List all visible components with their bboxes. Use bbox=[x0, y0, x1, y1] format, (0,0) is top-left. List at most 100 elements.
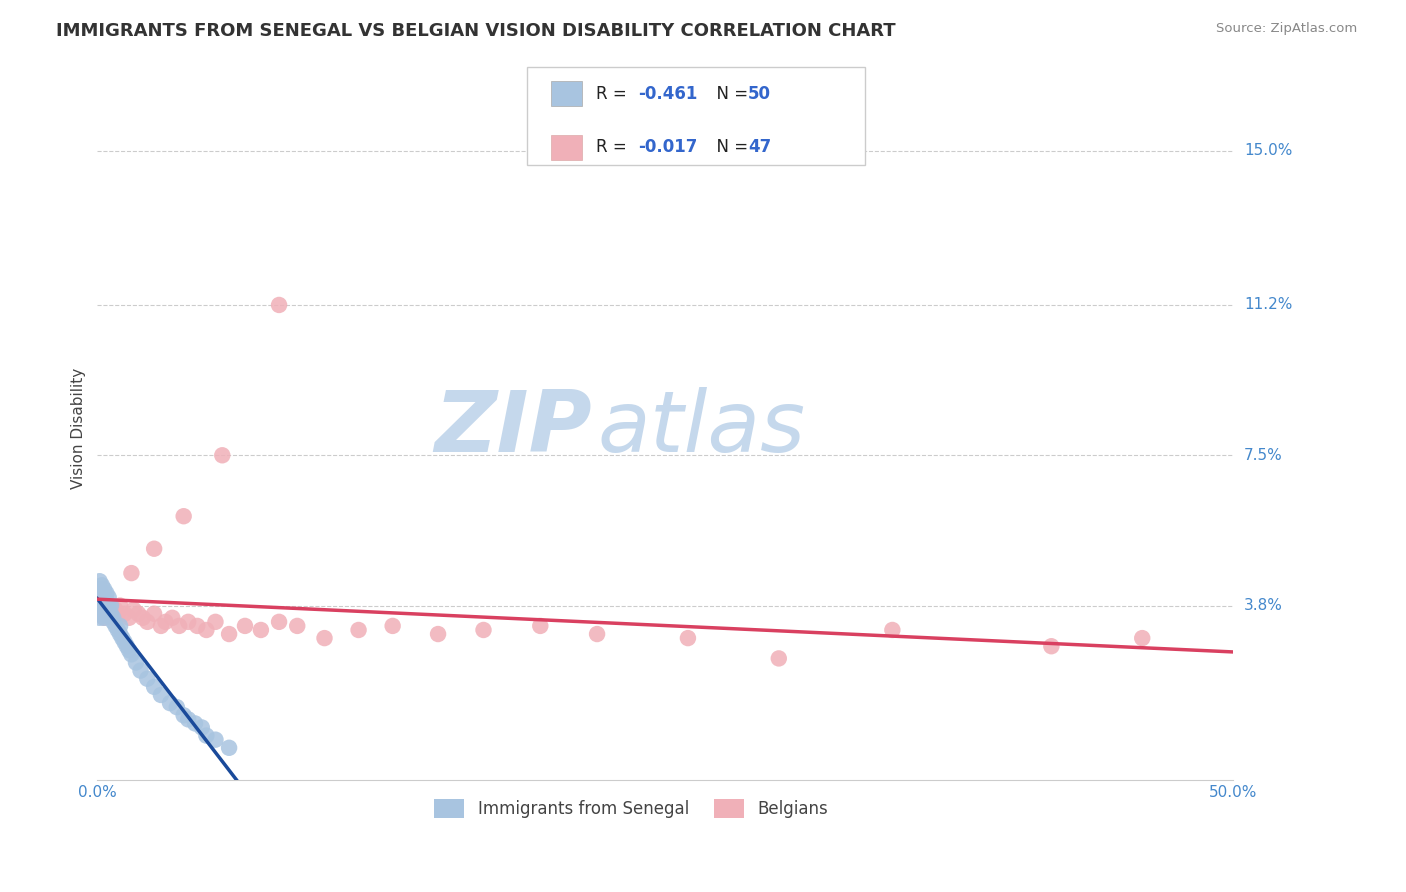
Point bbox=[167, 619, 190, 633]
Point bbox=[108, 599, 131, 613]
Point bbox=[1040, 639, 1063, 653]
Text: -0.461: -0.461 bbox=[638, 85, 697, 103]
Point bbox=[211, 448, 233, 462]
Point bbox=[103, 611, 125, 625]
Point bbox=[529, 619, 551, 633]
Point bbox=[173, 509, 195, 524]
Point bbox=[93, 591, 115, 605]
Point bbox=[89, 599, 111, 613]
Point bbox=[96, 607, 118, 621]
Point bbox=[111, 631, 134, 645]
Point bbox=[103, 615, 125, 629]
Point bbox=[122, 602, 145, 616]
Point bbox=[204, 615, 226, 629]
Point bbox=[166, 700, 188, 714]
Point bbox=[127, 607, 149, 621]
Point bbox=[93, 602, 115, 616]
Point bbox=[107, 623, 129, 637]
Point bbox=[97, 602, 120, 616]
Point bbox=[120, 566, 142, 580]
Point bbox=[177, 712, 200, 726]
Point bbox=[159, 696, 181, 710]
Point bbox=[115, 639, 138, 653]
Point bbox=[114, 635, 136, 649]
Point bbox=[136, 672, 159, 686]
Point bbox=[143, 541, 166, 556]
Point bbox=[118, 611, 141, 625]
Point bbox=[191, 721, 214, 735]
Legend: Immigrants from Senegal, Belgians: Immigrants from Senegal, Belgians bbox=[427, 793, 835, 825]
Point bbox=[93, 599, 115, 613]
Point bbox=[107, 607, 129, 621]
Point bbox=[250, 623, 273, 637]
Point bbox=[472, 623, 495, 637]
Point bbox=[100, 599, 122, 613]
Text: 11.2%: 11.2% bbox=[1244, 297, 1292, 312]
Point bbox=[104, 619, 127, 633]
Point bbox=[125, 656, 148, 670]
Point bbox=[162, 611, 184, 625]
Point bbox=[285, 619, 308, 633]
Point bbox=[90, 578, 112, 592]
Point bbox=[114, 607, 136, 621]
Text: -0.017: -0.017 bbox=[638, 138, 697, 156]
Point bbox=[89, 574, 111, 589]
Point bbox=[186, 619, 208, 633]
Point bbox=[233, 619, 256, 633]
Point bbox=[195, 623, 218, 637]
Point bbox=[267, 298, 290, 312]
Point bbox=[173, 708, 195, 723]
Point bbox=[104, 602, 127, 616]
Point bbox=[89, 599, 111, 613]
Point bbox=[149, 619, 172, 633]
Point bbox=[184, 716, 207, 731]
Point bbox=[90, 599, 112, 613]
Point bbox=[96, 594, 118, 608]
Point bbox=[89, 582, 111, 597]
Point bbox=[93, 611, 115, 625]
Point bbox=[218, 627, 240, 641]
Point bbox=[118, 643, 141, 657]
Point bbox=[427, 627, 450, 641]
Y-axis label: Vision Disability: Vision Disability bbox=[72, 368, 86, 490]
Point bbox=[177, 615, 200, 629]
Point bbox=[96, 586, 118, 600]
Text: Source: ZipAtlas.com: Source: ZipAtlas.com bbox=[1216, 22, 1357, 36]
Point bbox=[155, 615, 177, 629]
Point bbox=[97, 599, 120, 613]
Point bbox=[204, 732, 226, 747]
Point bbox=[90, 607, 112, 621]
Point bbox=[96, 602, 118, 616]
Text: 3.8%: 3.8% bbox=[1244, 599, 1284, 613]
Point bbox=[132, 611, 155, 625]
Point bbox=[136, 615, 159, 629]
Text: 47: 47 bbox=[748, 138, 772, 156]
Text: IMMIGRANTS FROM SENEGAL VS BELGIAN VISION DISABILITY CORRELATION CHART: IMMIGRANTS FROM SENEGAL VS BELGIAN VISIO… bbox=[56, 22, 896, 40]
Point bbox=[97, 607, 120, 621]
Point bbox=[93, 611, 115, 625]
Point bbox=[108, 627, 131, 641]
Text: atlas: atlas bbox=[598, 387, 806, 470]
Point bbox=[143, 607, 166, 621]
Point bbox=[676, 631, 699, 645]
Point bbox=[218, 740, 240, 755]
Point bbox=[90, 602, 112, 616]
Point bbox=[89, 591, 111, 605]
Point bbox=[143, 680, 166, 694]
Point bbox=[120, 648, 142, 662]
Point bbox=[586, 627, 609, 641]
Point bbox=[93, 582, 115, 597]
Text: N =: N = bbox=[706, 138, 754, 156]
Point bbox=[100, 607, 122, 621]
Point bbox=[103, 611, 125, 625]
Point bbox=[89, 611, 111, 625]
Point bbox=[90, 607, 112, 621]
Point bbox=[314, 631, 336, 645]
Text: R =: R = bbox=[596, 138, 633, 156]
Point bbox=[381, 619, 404, 633]
Point bbox=[347, 623, 370, 637]
Point bbox=[108, 619, 131, 633]
Point bbox=[97, 591, 120, 605]
Point bbox=[100, 599, 122, 613]
Text: R =: R = bbox=[596, 85, 633, 103]
